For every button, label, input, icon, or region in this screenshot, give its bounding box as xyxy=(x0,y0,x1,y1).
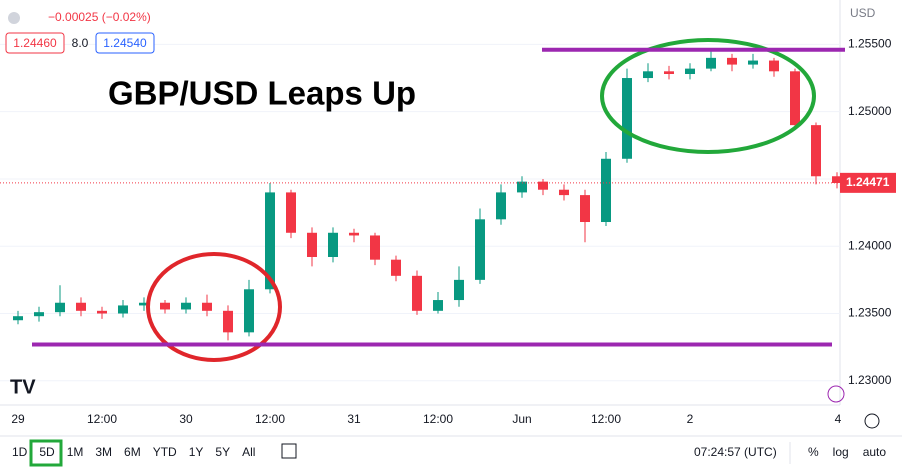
candle-body xyxy=(307,232,317,257)
candle-body xyxy=(475,219,485,280)
range-button[interactable]: 1D xyxy=(12,445,28,459)
spread: 8.0 xyxy=(72,36,89,50)
bid[interactable]: 1.24460 xyxy=(13,36,57,50)
x-tick-label: 29 xyxy=(11,412,25,426)
last-price-tag xyxy=(840,172,896,193)
candle-body xyxy=(580,195,590,223)
candle-body xyxy=(433,300,443,311)
x-tick-label: 12:00 xyxy=(423,412,453,426)
candle-body xyxy=(517,181,527,193)
candle-body xyxy=(328,232,338,257)
candle-body xyxy=(748,60,758,65)
candle-body xyxy=(412,275,422,311)
y-tick-label: 1.25500 xyxy=(848,37,892,51)
y-tick-label: 1.23000 xyxy=(848,373,892,387)
candle-body xyxy=(601,158,611,223)
range-button[interactable]: 6M xyxy=(124,445,141,459)
candle-body xyxy=(538,181,548,190)
candle-body xyxy=(181,302,191,310)
candle-body xyxy=(244,289,254,333)
candle-body xyxy=(769,60,779,72)
status-dot xyxy=(8,12,20,24)
candle-body xyxy=(454,279,464,301)
plot xyxy=(0,43,842,382)
logo: TV xyxy=(10,376,36,398)
candle-body xyxy=(118,305,128,314)
candle-body xyxy=(76,302,86,311)
candle-body xyxy=(139,302,149,306)
candle-body xyxy=(559,189,569,196)
range-button[interactable]: All xyxy=(242,445,255,459)
ask-box[interactable] xyxy=(95,32,155,54)
candle-body xyxy=(790,71,800,126)
selected-range xyxy=(29,439,63,467)
currency[interactable]: USD xyxy=(850,6,876,20)
candle-body xyxy=(664,71,674,75)
x-tick-label: Jun xyxy=(512,412,531,426)
candle-body xyxy=(706,57,716,69)
range-button[interactable]: 5D xyxy=(39,445,55,459)
candle-body xyxy=(811,125,821,177)
candle-body xyxy=(265,192,275,290)
event-icon[interactable] xyxy=(827,385,845,403)
candle-body xyxy=(13,316,23,321)
clock: 07:24:57 (UTC) xyxy=(694,445,777,459)
change: −0.00025 (−0.02%) xyxy=(48,10,151,24)
candle-body xyxy=(370,235,380,260)
range-button[interactable]: 5Y xyxy=(215,445,230,459)
candle-body xyxy=(55,302,65,313)
x-tick-label: 12:00 xyxy=(591,412,621,426)
y-tick-label: 1.24000 xyxy=(848,238,892,252)
x-tick-label: 31 xyxy=(347,412,361,426)
last-price-label: 1.24471 xyxy=(846,175,890,189)
x-tick-label: 4 xyxy=(835,412,842,426)
y-tick-label: 1.23500 xyxy=(848,306,892,320)
x-tick-label: 12:00 xyxy=(255,412,285,426)
x-tick-label: 2 xyxy=(687,412,694,426)
x-tick-label: 30 xyxy=(179,412,193,426)
scale-option[interactable]: % xyxy=(808,445,819,459)
candle-body xyxy=(34,312,44,317)
highlight-circle xyxy=(600,38,816,154)
candle-body xyxy=(643,71,653,79)
x-tick-label: 12:00 xyxy=(87,412,117,426)
candle-body xyxy=(685,68,695,75)
candle-body xyxy=(832,176,842,183)
candle-body xyxy=(622,78,632,159)
candle-body xyxy=(202,302,212,311)
range-button[interactable]: YTD xyxy=(153,445,177,459)
calendar-icon[interactable] xyxy=(281,443,297,459)
candle-body xyxy=(223,310,233,333)
candle-body xyxy=(496,192,506,220)
candle-body xyxy=(349,232,359,236)
candle-body xyxy=(160,302,170,310)
settings-icon[interactable] xyxy=(864,413,880,429)
highlight-circle xyxy=(146,252,282,362)
range-button[interactable]: 1M xyxy=(67,445,84,459)
candle-body xyxy=(727,57,737,65)
chart-title: GBP/USD Leaps Up xyxy=(108,75,416,112)
scale-option[interactable]: auto xyxy=(863,445,887,459)
candle-body xyxy=(286,192,296,233)
bid-box[interactable] xyxy=(5,32,65,54)
range-button[interactable]: 1Y xyxy=(189,445,204,459)
ask[interactable]: 1.24540 xyxy=(103,36,147,50)
range-button[interactable]: 3M xyxy=(95,445,112,459)
candle-body xyxy=(97,310,107,314)
scale-option[interactable]: log xyxy=(833,445,849,459)
y-tick-label: 1.25000 xyxy=(848,104,892,118)
candle-body xyxy=(391,259,401,276)
